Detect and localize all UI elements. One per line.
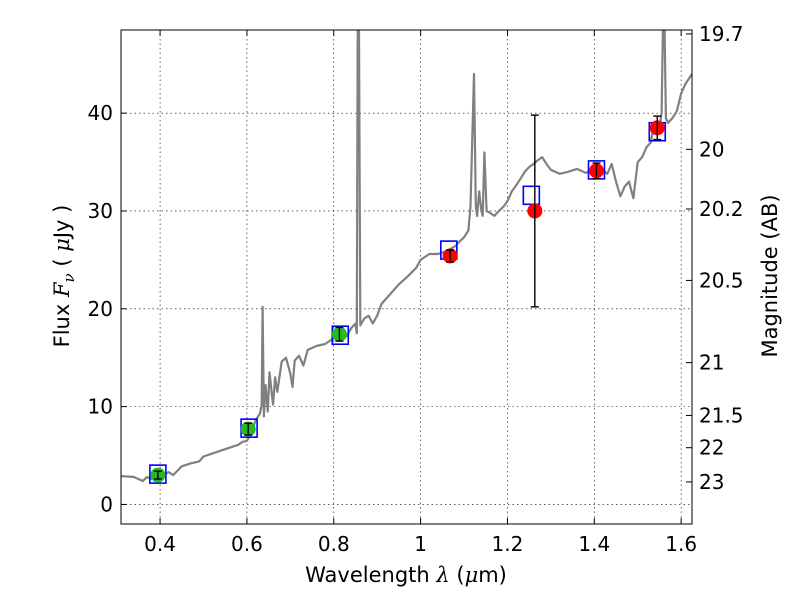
magnitude-tick-label: 21 bbox=[699, 351, 724, 375]
magnitude-tick-label: 22 bbox=[699, 436, 724, 460]
y-axis-label: Flux Fν ( μJy ) bbox=[50, 205, 78, 348]
y2-axis-label: Magnitude (AB) bbox=[758, 194, 782, 357]
y-tick-label: 40 bbox=[88, 101, 113, 125]
magnitude-tick-label: 20.2 bbox=[699, 197, 744, 221]
magnitude-tick-label: 20 bbox=[699, 137, 724, 161]
model-photometry-square bbox=[522, 185, 541, 206]
x-tick-label: 1 bbox=[414, 532, 427, 556]
magnitude-tick-labels: 19.7 20 20.2 20.5 21 21.5 22 23 bbox=[699, 22, 744, 494]
magnitude-tick-label: 19.7 bbox=[699, 22, 744, 46]
x-axis-label: Wavelength λ (μm) bbox=[305, 563, 507, 587]
y-tick-label: 20 bbox=[88, 297, 113, 321]
model-spectrum-line bbox=[121, 30, 692, 483]
x-tick-label: 0.4 bbox=[144, 532, 176, 556]
grid-lines bbox=[121, 30, 692, 524]
x-tick-labels: 0.4 0.6 0.8 1 1.2 1.4 1.6 bbox=[144, 532, 697, 556]
magnitude-tick-label: 21.5 bbox=[699, 403, 744, 427]
x-tick-label: 1.2 bbox=[492, 532, 524, 556]
magnitude-tick-label: 23 bbox=[699, 470, 724, 494]
model-photometry-square bbox=[149, 464, 167, 484]
y-tick-label: 0 bbox=[100, 492, 113, 516]
axis-ticks bbox=[121, 30, 692, 524]
x-tick-label: 1.4 bbox=[578, 532, 610, 556]
plot-area bbox=[121, 30, 692, 484]
y-tick-label: 30 bbox=[88, 199, 113, 223]
y-tick-labels: 0 10 20 30 40 bbox=[88, 101, 113, 516]
magnitude-tick-label: 20.5 bbox=[699, 268, 744, 292]
x-tick-label: 0.6 bbox=[231, 532, 263, 556]
plot-frame bbox=[120, 29, 693, 525]
y-tick-label: 10 bbox=[88, 395, 113, 419]
x-tick-label: 1.6 bbox=[665, 532, 697, 556]
x-tick-label: 0.8 bbox=[318, 532, 350, 556]
